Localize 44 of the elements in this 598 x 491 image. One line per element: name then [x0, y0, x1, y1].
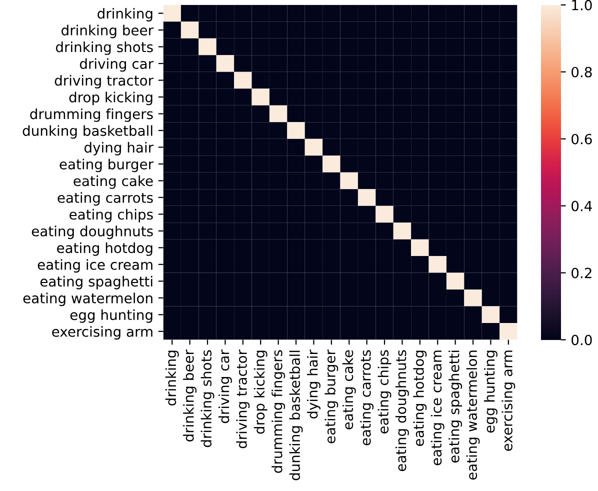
- y-tick-label: drinking beer: [62, 24, 154, 38]
- x-tick-label: driving car: [218, 349, 232, 424]
- y-tick-label: driving tractor: [54, 74, 154, 88]
- y-tick-label: eating burger: [60, 158, 154, 172]
- x-tick-label: eating burger: [324, 349, 338, 444]
- x-tick-label: eating watermelon: [466, 350, 480, 480]
- color-bar-label: 0.6: [572, 134, 592, 144]
- y-tick-label: eating ice cream: [38, 259, 152, 273]
- y-tick-label: eating watermelon: [23, 292, 152, 306]
- color-bar-label: 0.0: [572, 334, 592, 346]
- y-tick-label: drop kicking: [69, 92, 152, 106]
- y-tick-label: eating doughnuts: [32, 226, 153, 240]
- x-tick-label: dying hair: [306, 349, 320, 419]
- y-tick-label: eating spaghetti: [40, 276, 152, 290]
- x-tick-label: eating doughnuts: [395, 350, 409, 472]
- y-tick-label: dunking basketball: [22, 125, 152, 139]
- x-tick-label: eating carrots: [360, 350, 374, 446]
- y-tick-label: egg hunting: [70, 309, 152, 323]
- x-tick-label: dunking basketball: [289, 350, 303, 480]
- y-tick-label: eating chips: [70, 208, 153, 222]
- x-tick-label: exercising arm: [502, 350, 516, 451]
- y-tick-label: eating carrots: [58, 192, 153, 206]
- y-tick-label: eating cake: [74, 175, 153, 189]
- color-bar-label: 0.2: [572, 268, 592, 278]
- x-tick-label: eating ice cream: [430, 350, 444, 466]
- y-tick-label: exercising arm: [52, 326, 152, 340]
- color-bar-label: 1.0: [572, 0, 592, 10]
- y-tick-label: drinking shots: [56, 41, 153, 55]
- color-bar-label: 0.4: [572, 200, 592, 212]
- x-tick-label: eating spaghetti: [448, 350, 462, 463]
- x-tick-label: driving tractor: [236, 349, 250, 448]
- color-bar-label: 0.8: [572, 66, 592, 78]
- x-tick-label: drumming fingers: [272, 350, 286, 473]
- x-tick-label: eating hotdog: [413, 350, 427, 446]
- x-tick-label: egg hunting: [484, 350, 498, 433]
- y-tick-label: drinking: [98, 8, 152, 22]
- x-tick-label: drop kicking: [254, 350, 268, 434]
- y-tick-label: eating hotdog: [57, 242, 152, 256]
- y-tick-label: driving car: [80, 58, 154, 72]
- x-tick-label: eating chips: [378, 350, 392, 434]
- y-tick-label: drumming fingers: [30, 108, 153, 122]
- y-tick-label: dying hair: [84, 142, 154, 156]
- x-tick-label: eating cake: [342, 350, 356, 430]
- x-tick-label: drinking shots: [200, 350, 214, 448]
